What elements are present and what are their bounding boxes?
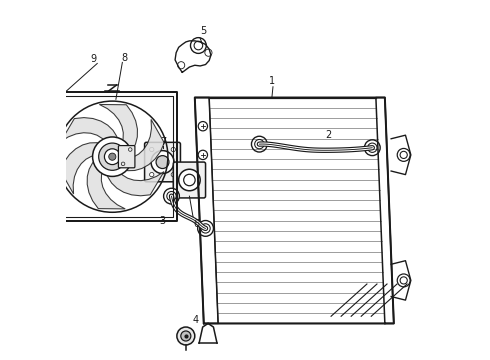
Circle shape [151,150,174,174]
FancyBboxPatch shape [119,145,135,168]
Text: 9: 9 [91,54,97,64]
Circle shape [365,140,380,156]
Circle shape [164,188,179,204]
Text: 4: 4 [192,315,198,325]
Circle shape [171,147,175,152]
Circle shape [156,156,169,168]
Circle shape [251,136,267,152]
Text: 6: 6 [194,219,199,229]
Circle shape [397,148,410,161]
Text: 1: 1 [269,76,275,86]
Text: 5: 5 [200,26,207,36]
Circle shape [149,172,154,177]
Circle shape [181,331,191,341]
Text: 7: 7 [160,138,167,147]
Circle shape [149,147,154,152]
Circle shape [179,169,200,191]
Circle shape [191,38,206,53]
Polygon shape [122,120,164,171]
Polygon shape [61,118,119,143]
Circle shape [109,153,116,160]
FancyBboxPatch shape [173,162,205,198]
Polygon shape [106,171,164,196]
Polygon shape [99,104,137,155]
Circle shape [93,137,132,176]
Text: 2: 2 [326,130,332,140]
Text: 3: 3 [159,216,166,226]
Circle shape [397,274,410,287]
Circle shape [104,149,120,165]
Circle shape [98,143,126,170]
FancyBboxPatch shape [145,142,180,182]
Text: 8: 8 [122,53,128,63]
Circle shape [171,172,175,177]
Circle shape [197,221,214,236]
Polygon shape [60,143,103,194]
Circle shape [177,327,195,345]
Polygon shape [87,158,125,209]
